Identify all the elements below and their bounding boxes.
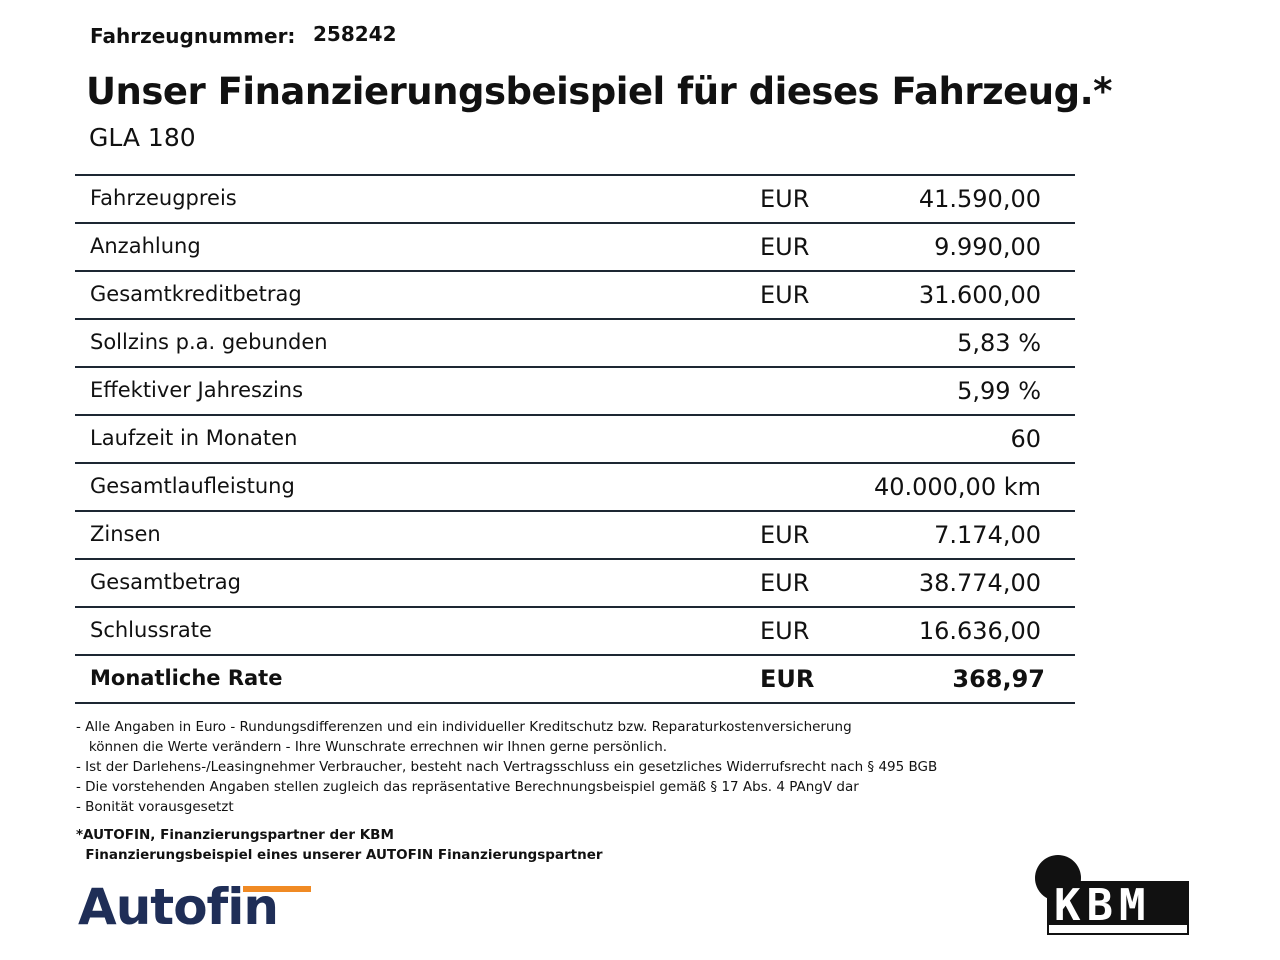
table-row: Laufzeit in Monaten 60 [75,416,1075,464]
row-value: 41.590,00 [918,185,1041,213]
row-label: Zinsen [90,522,161,546]
row-label: Fahrzeugpreis [90,186,237,210]
kbm-logo: KBM [1054,880,1152,931]
row-value: 31.600,00 [918,281,1041,309]
note-line: - Die vorstehenden Angaben stellen zugle… [76,779,859,795]
table-row: Gesamtbetrag EUR 38.774,00 [75,560,1075,608]
row-currency: EUR [760,569,810,597]
vehicle-number-label: Fahrzeugnummer: [90,24,296,48]
model: GLA 180 [89,123,196,152]
row-label: Gesamtkreditbetrag [90,282,302,306]
row-currency: EUR [760,617,810,645]
row-label: Laufzeit in Monaten [90,426,298,450]
vehicle-number: 258242 [313,22,397,46]
table-row: Gesamtlaufleistung 40.000,00 km [75,464,1075,512]
note-line: - Bonität vorausgesetzt [76,799,234,815]
footer: *AUTOFIN, Finanzierungspartner der KBM F… [76,825,603,865]
footer-line: Finanzierungsbeispiel eines unserer AUTO… [76,847,603,863]
autofin-accent [243,886,311,892]
row-label: Monatliche Rate [90,666,283,690]
row-value: 5,83 % [957,329,1041,357]
row-value: 60 [1010,425,1041,453]
title: Unser Finanzierungsbeispiel für dieses F… [86,70,1112,113]
row-value: 7.174,00 [934,521,1041,549]
footer-line: *AUTOFIN, Finanzierungspartner der KBM [76,827,394,843]
table-row: Anzahlung EUR 9.990,00 [75,224,1075,272]
row-label: Schlussrate [90,618,212,642]
notes: - Alle Angaben in Euro - Rundungsdiffere… [76,717,937,817]
row-value: 16.636,00 [918,617,1041,645]
row-label: Effektiver Jahreszins [90,378,304,402]
row-label: Sollzins p.a. gebunden [90,330,328,354]
row-currency: EUR [760,665,815,693]
note-line: - Alle Angaben in Euro - Rundungsdiffere… [76,719,852,735]
note-line: - Ist der Darlehens-/Leasingnehmer Verbr… [76,759,938,775]
table-row: Monatliche Rate EUR 368,97 [75,656,1075,704]
kbm-logo-dot [1035,855,1081,901]
table-row: Gesamtkreditbetrag EUR 31.600,00 [75,272,1075,320]
row-currency: EUR [760,521,810,549]
row-value: 368,97 [952,665,1045,693]
row-label: Gesamtbetrag [90,570,242,594]
table-row: Effektiver Jahreszins 5,99 % [75,368,1075,416]
row-currency: EUR [760,233,810,261]
row-value: 40.000,00 km [873,473,1041,501]
row-currency: EUR [760,185,810,213]
table-row: Fahrzeugpreis EUR 41.590,00 [75,176,1075,224]
table-row: Sollzins p.a. gebunden 5,83 % [75,320,1075,368]
row-currency: EUR [760,281,810,309]
table-row: Schlussrate EUR 16.636,00 [75,608,1075,656]
row-value: 9.990,00 [934,233,1041,261]
finance-table: Fahrzeugpreis EUR 41.590,00 Anzahlung EUR 9.9… [75,174,1075,704]
note-line: können die Werte verändern - Ihre Wunsch… [76,739,668,755]
row-label: Anzahlung [90,234,201,258]
table-row: Zinsen EUR 7.174,00 [75,512,1075,560]
row-label: Gesamtlaufleistung [90,474,295,498]
autofin-logo: Autofin [78,878,279,936]
row-value: 5,99 % [957,377,1041,405]
row-value: 38.774,00 [918,569,1041,597]
